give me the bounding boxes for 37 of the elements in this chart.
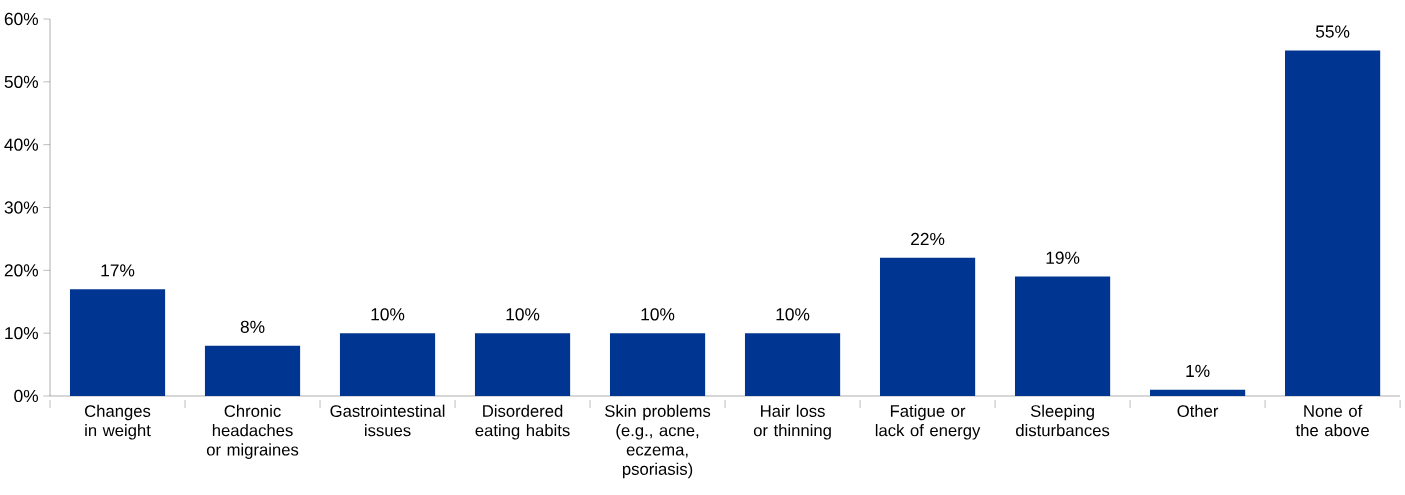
y-tick-label: 30% [4, 201, 39, 214]
bar [744, 333, 841, 396]
x-tick-label: Skin problems (e.g., acne, eczema, psoriasis) [605, 404, 711, 479]
x-tick-label: Changes in weight [85, 404, 151, 440]
bar [474, 333, 571, 396]
data-label: 10% [506, 308, 540, 321]
bar [609, 333, 706, 396]
bar [69, 289, 166, 396]
x-tick-label: Fatigue or lack of energy [875, 404, 981, 440]
y-tick-label: 0% [14, 389, 39, 403]
bar [204, 345, 301, 396]
bar [339, 333, 436, 396]
bar [1150, 389, 1246, 396]
y-tick-label: 60% [4, 12, 39, 26]
y-tick-label: 50% [4, 75, 39, 88]
x-tick-label: Chronic headaches or migraines [206, 404, 299, 459]
x-tick-label: Disordered eating habits [475, 404, 570, 440]
bar [879, 257, 976, 396]
x-tick-label: Sleeping disturbances [1016, 404, 1110, 437]
x-tick-label: Gastrointestinal issues [330, 404, 445, 437]
data-label: 10% [371, 308, 405, 321]
data-label: 17% [101, 264, 135, 277]
y-tick-label: 10% [5, 327, 39, 340]
data-label: 8% [240, 320, 265, 334]
data-label: 10% [776, 308, 810, 321]
x-tick-label: None of the above [1295, 404, 1369, 437]
data-label: 1% [1186, 364, 1210, 377]
bar [1285, 50, 1381, 396]
data-label: 22% [911, 232, 945, 246]
data-label: 10% [641, 308, 675, 321]
data-label: 19% [1046, 251, 1080, 264]
y-tick-label: 40% [4, 138, 39, 151]
x-tick-label: Hair loss or thinning [753, 404, 831, 440]
x-tick-label: Other [1177, 404, 1219, 417]
data-label: 55% [1315, 25, 1350, 38]
y-tick-label: 20% [4, 264, 39, 277]
bar [1014, 276, 1111, 396]
